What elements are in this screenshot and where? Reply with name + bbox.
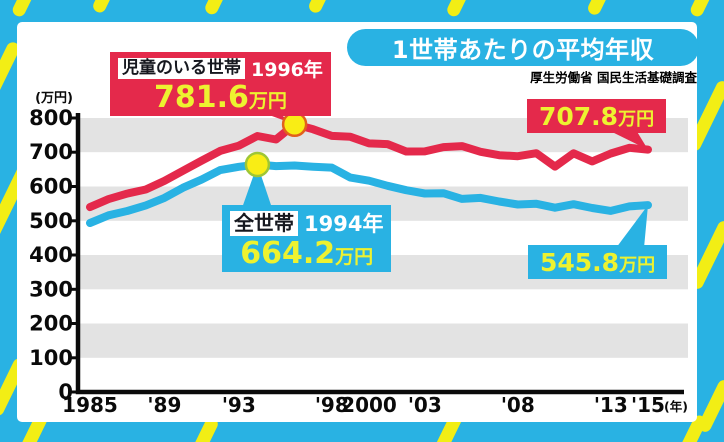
callout-all-peak: 全世帯 1994年 664.2万円 bbox=[222, 205, 392, 273]
svg-text:0: 0 bbox=[58, 380, 73, 404]
callout-children-peak: 児童のいる世帯 1996年 781.6万円 bbox=[110, 52, 331, 117]
callout-children-latest: 707.8万円 bbox=[527, 99, 667, 133]
svg-text:'15: '15 bbox=[631, 393, 665, 417]
svg-text:700: 700 bbox=[29, 140, 73, 164]
svg-text:'89: '89 bbox=[147, 393, 181, 417]
svg-text:2000: 2000 bbox=[341, 393, 397, 417]
svg-text:'08: '08 bbox=[501, 393, 535, 417]
svg-text:'98: '98 bbox=[315, 393, 349, 417]
callout-all-latest: 545.8万円 bbox=[528, 245, 668, 279]
data-source-label: 厚生労働省 国民生活基礎調査 bbox=[530, 70, 697, 85]
svg-text:'03: '03 bbox=[408, 393, 442, 417]
svg-text:'93: '93 bbox=[222, 393, 256, 417]
svg-text:200: 200 bbox=[29, 312, 73, 336]
series-label-children: 児童のいる世帯 bbox=[118, 57, 245, 80]
peak-year-all: 1994年 bbox=[304, 212, 384, 236]
svg-text:300: 300 bbox=[29, 277, 73, 301]
svg-text:800: 800 bbox=[29, 106, 73, 130]
svg-text:400: 400 bbox=[29, 243, 73, 267]
peak-value-all: 664.2万円 bbox=[240, 236, 374, 271]
latest-value-children: 707.8 bbox=[539, 102, 619, 131]
series-label-all: 全世帯 bbox=[230, 210, 298, 236]
svg-text:1985: 1985 bbox=[62, 393, 118, 417]
chart-title-badge: 1世帯あたりの平均年収 bbox=[347, 29, 699, 66]
svg-text:(万円): (万円) bbox=[35, 91, 73, 106]
svg-text:100: 100 bbox=[29, 346, 73, 370]
peak-year-children: 1996年 bbox=[251, 59, 323, 81]
page-title: 1世帯あたりの平均年収 bbox=[391, 36, 655, 64]
svg-text:600: 600 bbox=[29, 175, 73, 199]
svg-text:(年): (年) bbox=[664, 399, 688, 414]
peak-value-children: 781.6万円 bbox=[153, 80, 287, 115]
svg-text:'13: '13 bbox=[594, 393, 628, 417]
svg-text:500: 500 bbox=[29, 209, 73, 233]
latest-value-all: 545.8 bbox=[540, 248, 620, 277]
